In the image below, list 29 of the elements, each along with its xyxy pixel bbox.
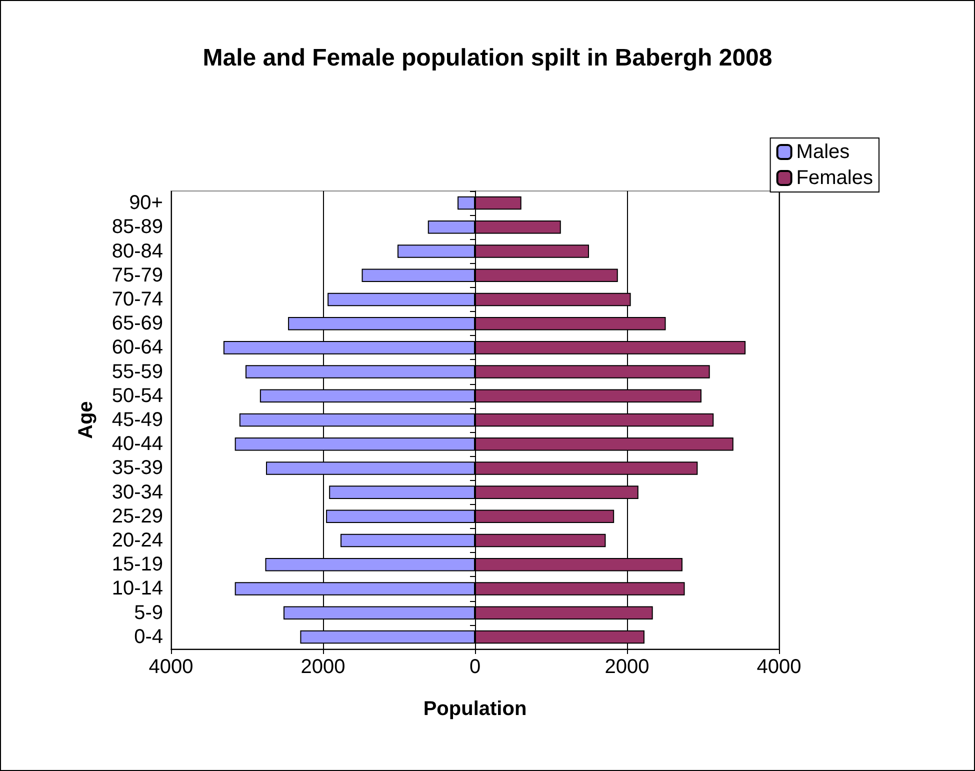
- x-tick-label: 2000: [300, 656, 346, 678]
- y-tick-label: 10-14: [112, 578, 163, 600]
- y-tick-label: 50-54: [112, 384, 163, 407]
- y-tick-label: 0-4: [134, 626, 163, 648]
- legend-label: Females: [796, 167, 874, 189]
- y-axis-title: Age: [75, 401, 97, 439]
- y-tick-label: 80-84: [112, 240, 163, 262]
- y-tick-label: 45-49: [112, 409, 163, 431]
- y-tick-label: 70-74: [112, 288, 163, 310]
- y-tick-label: 25-29: [112, 505, 163, 528]
- y-tick-label: 30-34: [112, 481, 163, 504]
- x-tick-label: 4000: [756, 656, 802, 678]
- x-tick-label: 2000: [604, 656, 650, 678]
- y-tick-label: 90+: [129, 192, 163, 214]
- y-tick-label: 20-24: [112, 530, 163, 552]
- y-tick-label: 35-39: [112, 457, 163, 480]
- y-tick-label: 60-64: [112, 336, 163, 359]
- x-axis-title: Population: [423, 698, 527, 720]
- x-tick-label: 0: [469, 656, 481, 678]
- y-tick-label: 85-89: [112, 216, 163, 238]
- y-tick-label: 40-44: [112, 433, 163, 456]
- y-tick-label: 75-79: [112, 264, 163, 286]
- y-tick-label: 5-9: [134, 602, 163, 624]
- y-tick-label: 15-19: [112, 554, 163, 576]
- x-tick-label: 4000: [148, 656, 194, 678]
- y-tick-label: 55-59: [112, 360, 163, 383]
- legend-label: Males: [796, 141, 850, 163]
- y-tick-label: 65-69: [112, 312, 163, 335]
- chart-title: Male and Female population spilt in Babergh 2008: [202, 44, 772, 72]
